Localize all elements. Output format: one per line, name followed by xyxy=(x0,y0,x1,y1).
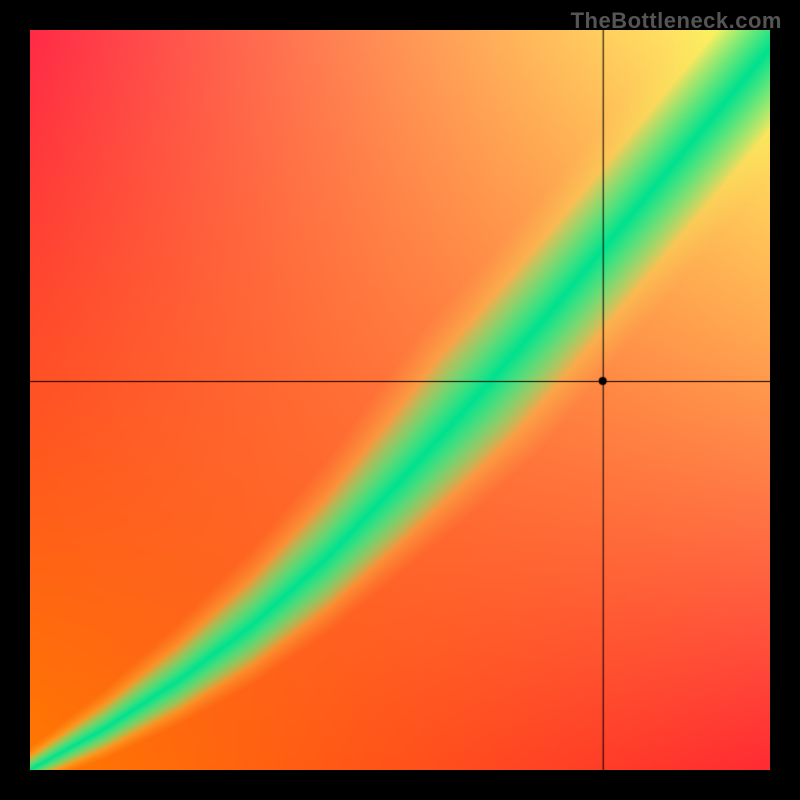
overlay-canvas xyxy=(30,30,770,770)
figure-container: TheBottleneck.com xyxy=(0,0,800,800)
watermark-text: TheBottleneck.com xyxy=(571,8,782,34)
